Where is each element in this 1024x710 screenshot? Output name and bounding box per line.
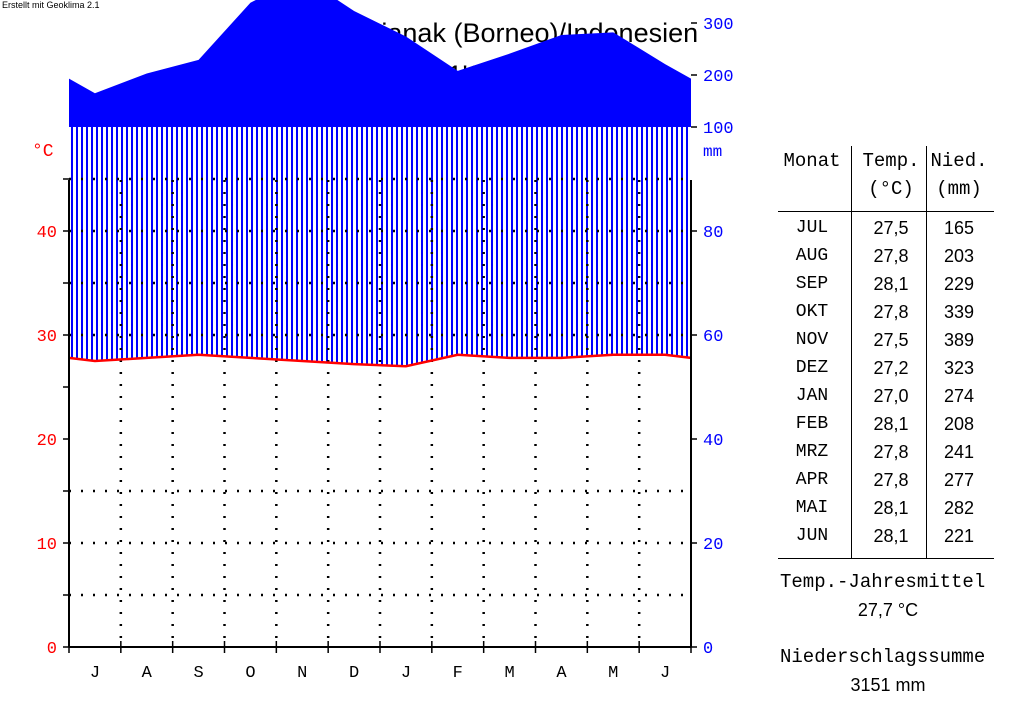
header-temp-unit: (°C) — [868, 178, 914, 200]
left-axis-label: °C — [32, 142, 54, 162]
table-divider — [851, 146, 852, 558]
table-cell-month: NOV — [795, 330, 829, 350]
table-divider — [778, 558, 994, 559]
left-tick-label: 0 — [47, 640, 57, 659]
header-prec: Nied. — [930, 150, 988, 172]
x-tick-label: J — [90, 664, 100, 683]
x-tick-label: A — [142, 664, 153, 683]
table-cell-temp: 28,1 — [873, 526, 909, 546]
right-tick-label: 60 — [703, 328, 723, 347]
table-cell-temp: 27,8 — [873, 246, 909, 266]
table-cell-prec: 389 — [943, 330, 975, 350]
climate-chart: 010203040°C020406080100200300400500mmJAS… — [32, 0, 734, 683]
annual-precip-label: Niederschlagssumme — [780, 646, 986, 668]
table-cell-month: JUN — [795, 526, 829, 546]
table-cell-month: DEZ — [795, 358, 829, 378]
table-cell-temp: 27,2 — [873, 358, 909, 378]
right-axis-label: mm — [703, 143, 722, 161]
x-tick-label: M — [504, 664, 514, 683]
right-tick-label: 100 — [703, 120, 734, 139]
table-cell-month: JAN — [795, 386, 829, 406]
table-cell-month: OKT — [795, 302, 829, 322]
table-cell-prec: 339 — [943, 302, 975, 322]
table-cell-temp: 27,5 — [873, 218, 909, 238]
x-tick-label: M — [608, 664, 618, 683]
table-cell-prec: 203 — [943, 246, 975, 266]
annual-mean-temp-value: 27,7 °C — [857, 600, 919, 620]
right-tick-label: 200 — [703, 68, 734, 87]
table-cell-month: SEP — [795, 274, 829, 294]
table-cell-prec: 241 — [943, 442, 975, 462]
x-tick-label: J — [401, 664, 411, 683]
table-cell-temp: 27,8 — [873, 442, 909, 462]
table-cell-temp: 27,8 — [873, 302, 909, 322]
x-tick-label: F — [453, 664, 463, 683]
table-cell-temp: 28,1 — [873, 274, 909, 294]
table-cell-month: APR — [795, 470, 829, 490]
table-cell-month: AUG — [795, 246, 829, 266]
annual-mean-temp-label: Temp.-Jahresmittel — [780, 571, 986, 593]
x-tick-label: A — [556, 664, 567, 683]
table-cell-prec: 274 — [943, 386, 975, 406]
table-cell-month: MAI — [795, 498, 829, 518]
table-cell-month: FEB — [795, 414, 829, 434]
table-cell-prec: 165 — [943, 218, 975, 238]
credit-text: Erstellt mit Geoklima 2.1 — [2, 0, 100, 10]
header-prec-unit: (mm) — [936, 178, 982, 200]
x-tick-label: O — [245, 664, 255, 683]
table-cell-prec: 229 — [943, 274, 975, 294]
x-tick-label: N — [297, 664, 307, 683]
table-cell-temp: 28,1 — [873, 498, 909, 518]
table-cell-temp: 28,1 — [873, 414, 909, 434]
left-tick-label: 30 — [37, 328, 57, 347]
table-cell-prec: 208 — [943, 414, 975, 434]
header-temp: Temp. — [862, 150, 920, 172]
table-cell-prec: 323 — [943, 358, 975, 378]
table-cell-prec: 277 — [943, 470, 975, 490]
left-tick-label: 20 — [37, 432, 57, 451]
x-tick-label: S — [193, 664, 203, 683]
header-month: Monat — [783, 150, 841, 172]
right-tick-label: 80 — [703, 224, 723, 243]
x-tick-label: J — [660, 664, 670, 683]
right-tick-label: 0 — [703, 640, 713, 659]
temperature-line — [68, 353, 692, 368]
table-cell-temp: 27,5 — [873, 330, 909, 350]
table-cell-month: JUL — [795, 218, 829, 238]
left-tick-label: 40 — [37, 224, 57, 243]
table-cell-month: MRZ — [795, 442, 829, 462]
table-cell-temp: 27,8 — [873, 470, 909, 490]
right-tick-label: 40 — [703, 432, 723, 451]
left-tick-label: 10 — [37, 536, 57, 555]
right-tick-label: 300 — [703, 16, 734, 35]
table-cell-temp: 27,0 — [873, 386, 909, 406]
annual-precip-value: 3151 mm — [850, 675, 926, 695]
x-tick-label: D — [349, 664, 359, 683]
table-divider — [926, 146, 927, 558]
table-cell-prec: 221 — [943, 526, 975, 546]
table-divider — [778, 211, 994, 212]
precipitation-area — [69, 0, 691, 127]
right-tick-label: 20 — [703, 536, 723, 555]
table-cell-prec: 282 — [943, 498, 975, 518]
